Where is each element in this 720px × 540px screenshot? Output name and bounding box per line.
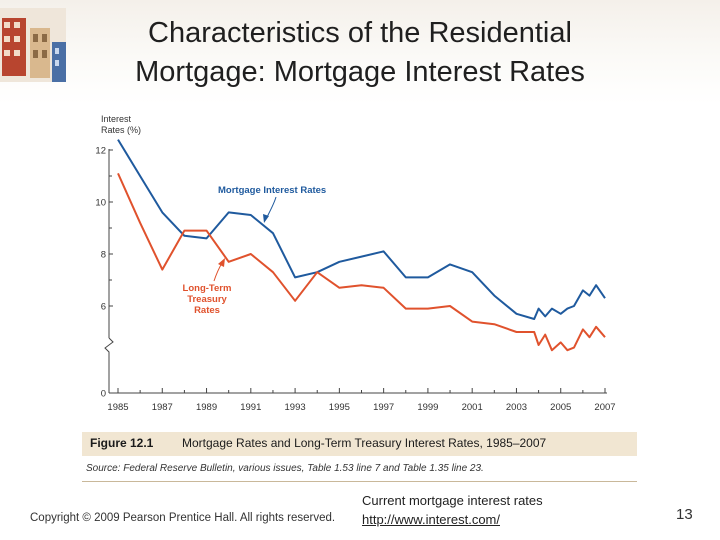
mortgage-arrowhead (263, 214, 269, 223)
y-tick-label: 12 (95, 146, 106, 157)
axis-break-mark (104, 337, 114, 393)
title-line-1: Characteristics of the Residential (148, 17, 572, 49)
buildings-logo-icon (0, 8, 66, 82)
treasury-series-annotation-line1: Long-Term (183, 283, 232, 294)
y-tick-label: 8 (101, 250, 106, 261)
x-tick-label: 2001 (462, 402, 483, 413)
title-line-2: Mortgage: Mortgage Interest Rates (135, 56, 585, 88)
series-line-mortgage (117, 139, 606, 320)
link-label: Current mortgage interest rates (362, 493, 543, 508)
chart-annotations: Interest Rates (%) Mortgage Interest Rat… (101, 114, 326, 316)
y-axis-label-line1: Interest (101, 114, 132, 124)
figure-caption-bar: Figure 12.1 Mortgage Rates and Long-Term… (82, 432, 637, 456)
x-tick-label: 1993 (285, 402, 306, 413)
copyright-notice: Copyright © 2009 Pearson Prentice Hall. … (30, 512, 336, 524)
x-tick-label: 1999 (417, 402, 438, 413)
interest-rate-chart: 1985 1987 1989 1991 1993 1995 1997 1999 2001 2003… (95, 114, 615, 414)
x-tick-label: 2003 (506, 402, 527, 413)
series-line-treasury (117, 172, 606, 352)
page-title: Characteristics of the Residential Mortg… (90, 14, 630, 92)
chart-axes (104, 149, 607, 394)
y-tick-label: 6 (101, 302, 106, 313)
chart-series (117, 139, 606, 352)
x-tick-label: 2007 (594, 402, 615, 413)
x-tick-label: 1995 (329, 402, 350, 413)
y-tick-label: 0 (101, 389, 106, 400)
x-tick-label: 1991 (240, 402, 261, 413)
x-tick-label: 1987 (152, 402, 173, 413)
figure-caption: Mortgage Rates and Long-Term Treasury In… (182, 436, 547, 450)
treasury-arrowhead (218, 258, 225, 267)
x-tick-label: 2005 (550, 402, 571, 413)
source-divider (82, 481, 637, 482)
interest-rates-link[interactable]: http://www.interest.com/ (362, 512, 500, 527)
y-axis-label-line2: Rates (%) (101, 125, 141, 135)
x-tick-label: 1989 (196, 402, 217, 413)
page-number: 13 (676, 506, 693, 523)
header-band (0, 0, 720, 104)
chart-ticks: 1985 1987 1989 1991 1993 1995 1997 1999 2001 2003… (95, 146, 615, 414)
treasury-annotation-arrow (213, 262, 223, 282)
y-tick-label: 10 (95, 198, 106, 209)
x-tick-label: 1985 (107, 402, 128, 413)
mortgage-series-annotation: Mortgage Interest Rates (218, 185, 326, 196)
treasury-series-annotation-line2: Treasury (187, 294, 227, 305)
x-tick-label: 1997 (373, 402, 394, 413)
treasury-series-annotation-line3: Rates (194, 305, 220, 316)
figure-source: Source: Federal Reserve Bulletin, variou… (86, 463, 484, 474)
figure-label: Figure 12.1 (90, 436, 154, 450)
